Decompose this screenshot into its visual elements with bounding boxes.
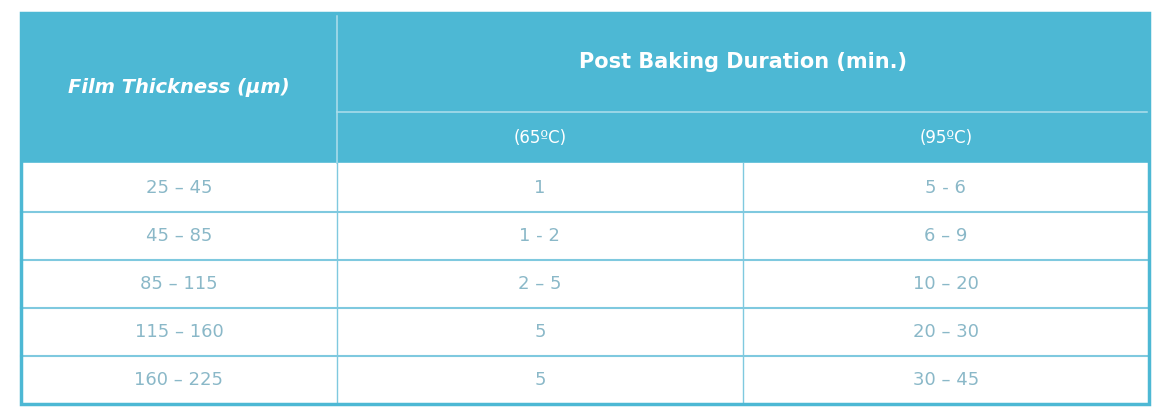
- Text: 30 – 45: 30 – 45: [913, 372, 979, 389]
- Text: 45 – 85: 45 – 85: [146, 227, 212, 245]
- Text: 1: 1: [535, 178, 545, 196]
- Text: 25 – 45: 25 – 45: [146, 178, 212, 196]
- Text: 85 – 115: 85 – 115: [140, 275, 218, 293]
- Text: Post Baking Duration (min.): Post Baking Duration (min.): [579, 53, 907, 73]
- Text: 6 – 9: 6 – 9: [924, 227, 968, 245]
- Text: 1 - 2: 1 - 2: [519, 227, 560, 245]
- Bar: [21, 308, 1149, 356]
- Text: 115 – 160: 115 – 160: [135, 323, 223, 341]
- Bar: [21, 212, 1149, 260]
- Text: Film Thickness (μm): Film Thickness (μm): [68, 78, 290, 98]
- Text: 5 - 6: 5 - 6: [925, 178, 966, 196]
- Text: 10 – 20: 10 – 20: [913, 275, 979, 293]
- Bar: [21, 113, 1149, 163]
- Text: 5: 5: [535, 372, 545, 389]
- Text: (95ºC): (95ºC): [920, 129, 972, 147]
- Bar: [21, 13, 1149, 113]
- Text: 20 – 30: 20 – 30: [913, 323, 979, 341]
- Bar: [21, 163, 1149, 212]
- Text: 5: 5: [535, 323, 545, 341]
- Text: (65ºC): (65ºC): [514, 129, 566, 147]
- Bar: [21, 260, 1149, 308]
- Bar: [21, 356, 1149, 404]
- Text: 2 – 5: 2 – 5: [518, 275, 562, 293]
- Text: 160 – 225: 160 – 225: [135, 372, 223, 389]
